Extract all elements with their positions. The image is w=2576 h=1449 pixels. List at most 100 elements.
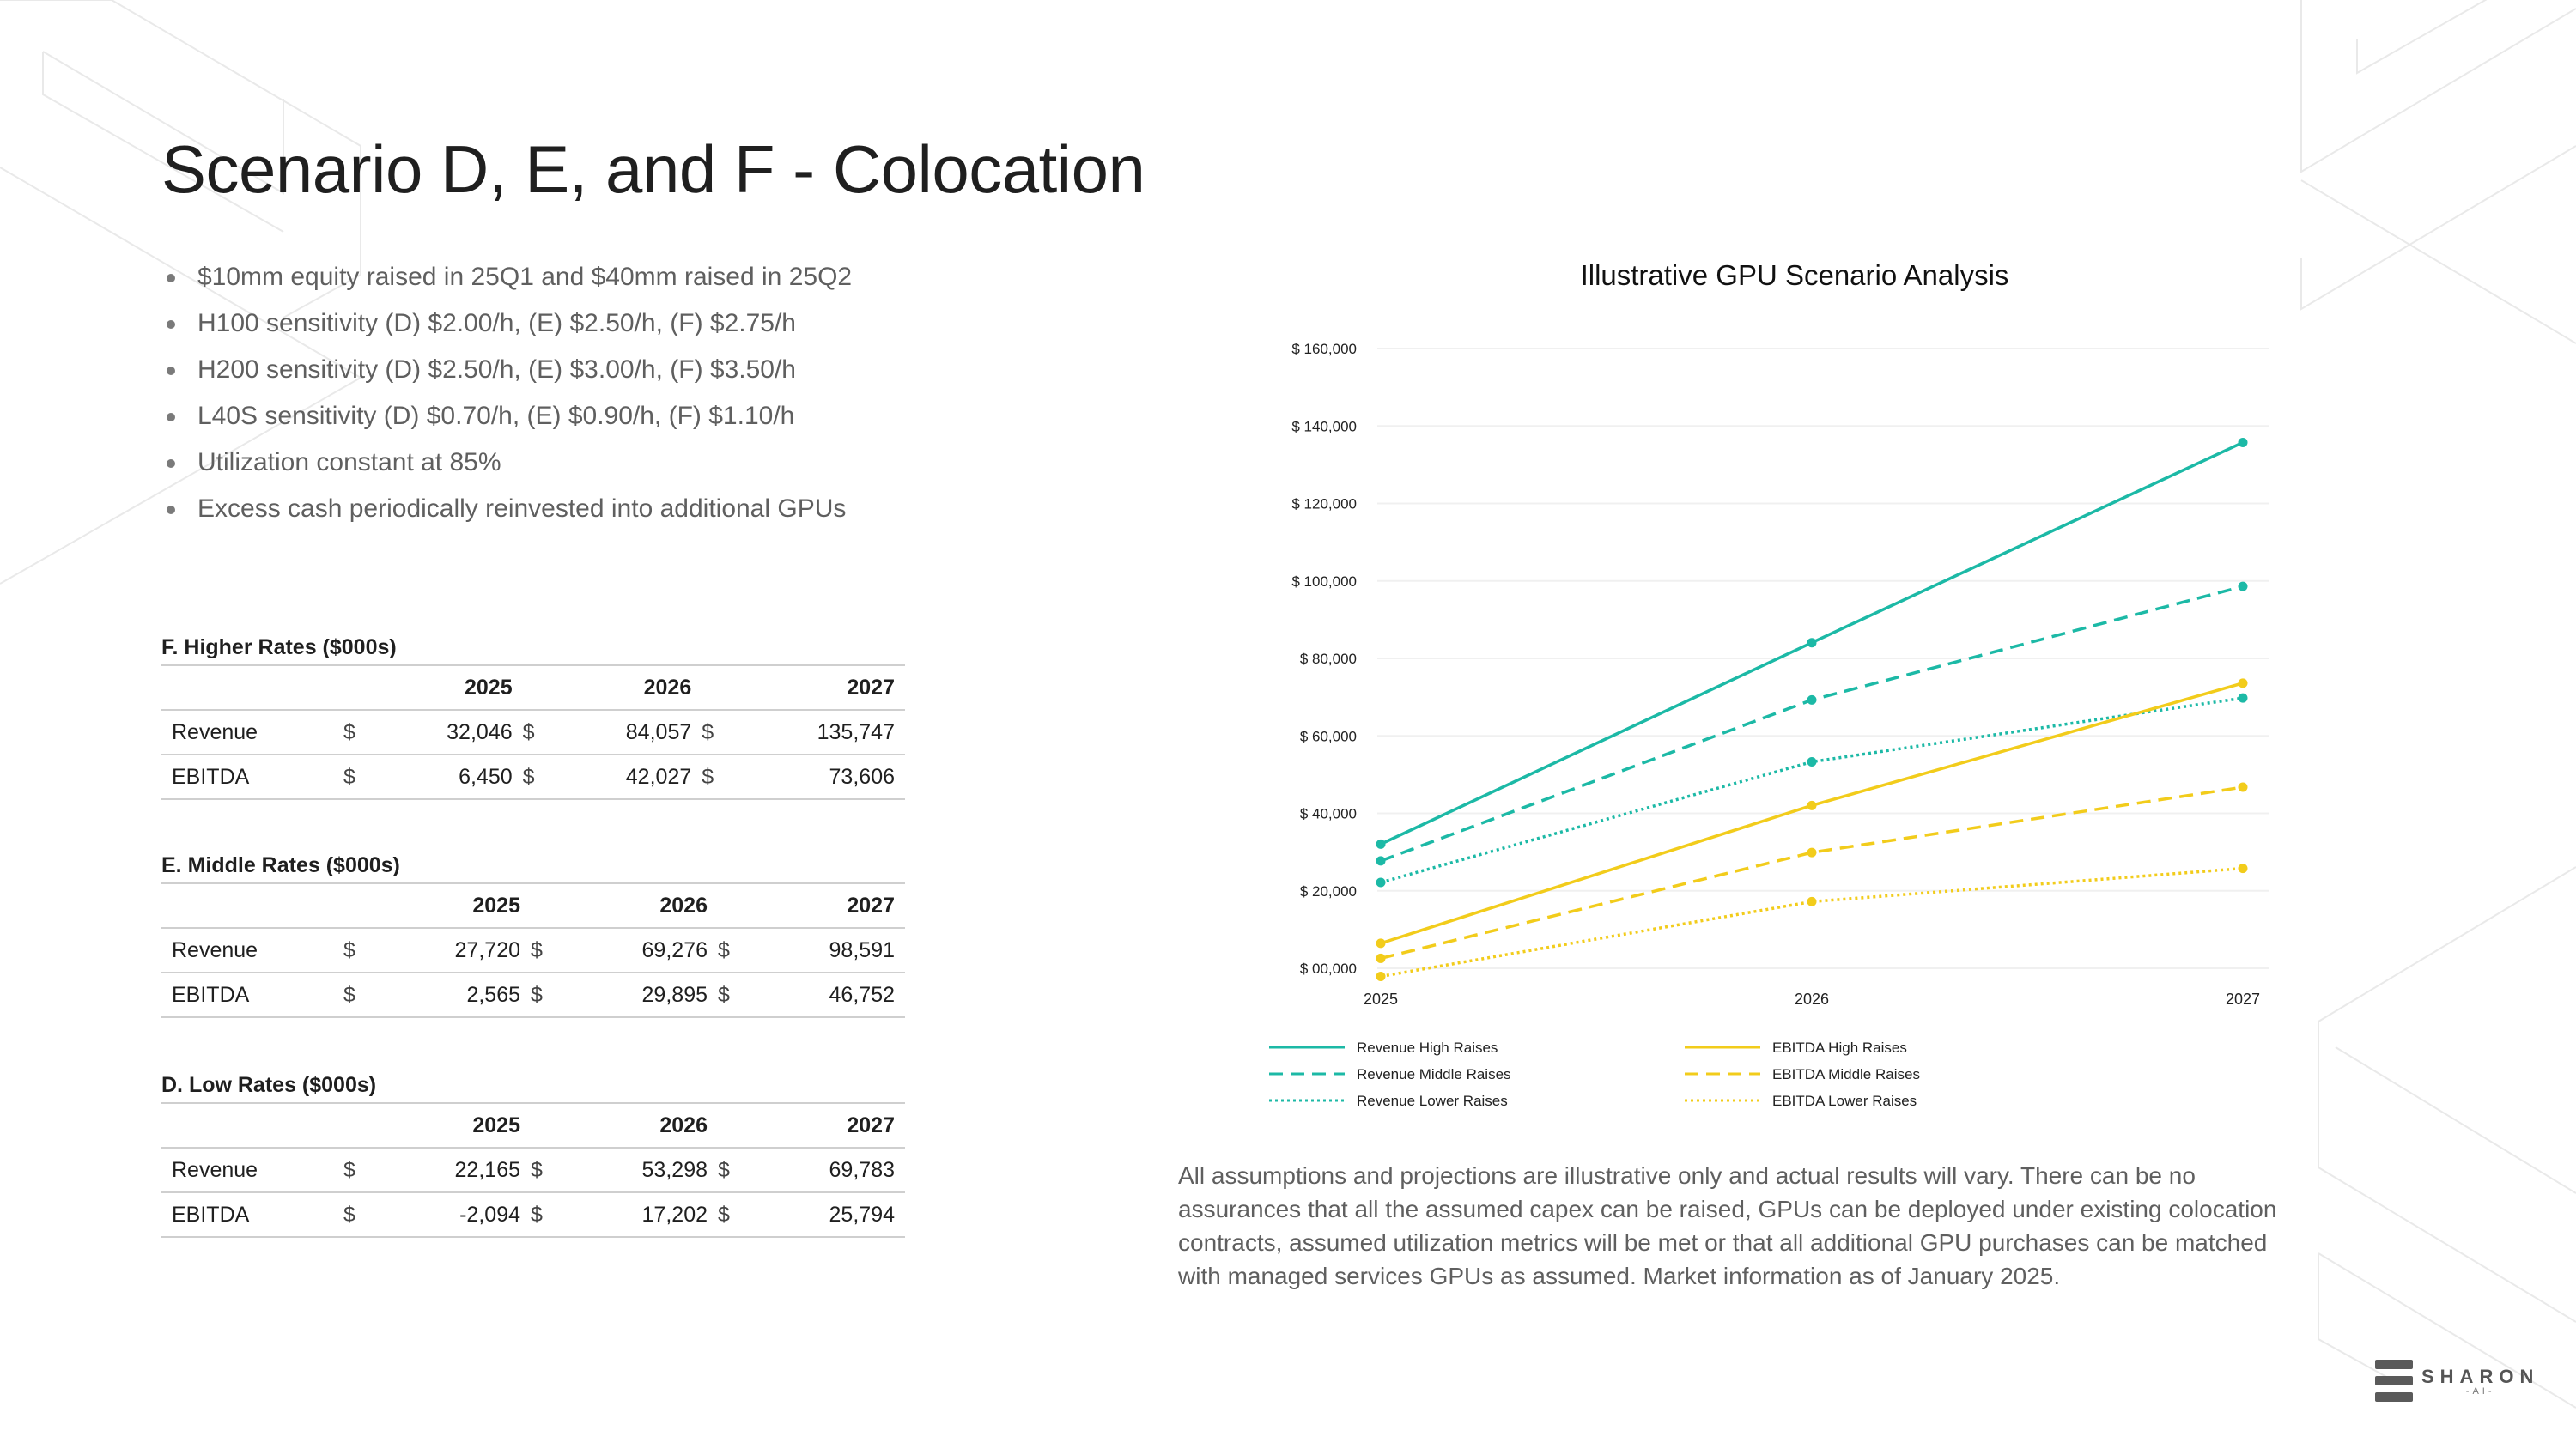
header-spacer bbox=[161, 664, 343, 711]
data-point bbox=[1807, 756, 1817, 767]
currency-symbol: $ bbox=[718, 1148, 744, 1193]
year-header: 2027 bbox=[718, 882, 905, 929]
page-title: Scenario D, E, and F - Colocation bbox=[161, 131, 1145, 207]
year-header: 2025 bbox=[343, 1102, 531, 1149]
table-row: EBITDA $ -2,094 $ 17,202 $ 25,794 bbox=[161, 1192, 905, 1238]
header-spacer bbox=[161, 882, 343, 929]
chart-title: Illustrative GPU Scenario Analysis bbox=[1580, 259, 2009, 291]
cell-value: -2,094 bbox=[369, 1192, 531, 1238]
table-row: Revenue $ 22,165 $ 53,298 $ 69,783 bbox=[161, 1148, 905, 1193]
cell-value: 84,057 bbox=[548, 710, 702, 755]
data-point bbox=[1376, 856, 1386, 866]
bullet-text: L40S sensitivity (D) $0.70/h, (E) $0.90/… bbox=[197, 402, 795, 430]
cell-value: 42,027 bbox=[548, 755, 702, 800]
data-point bbox=[1376, 953, 1386, 963]
y-tick-label: $ 140,000 bbox=[1291, 418, 1357, 434]
cell-value: 73,606 bbox=[727, 755, 905, 800]
y-tick-label: $ 00,000 bbox=[1300, 961, 1357, 977]
currency-symbol: $ bbox=[531, 1192, 556, 1238]
cell-value: 46,752 bbox=[744, 973, 905, 1018]
legend-label: Revenue Lower Raises bbox=[1357, 1093, 1508, 1109]
currency-symbol: $ bbox=[531, 1148, 556, 1193]
legend-label: Revenue Middle Raises bbox=[1357, 1066, 1511, 1082]
cell-value: 69,276 bbox=[556, 928, 718, 973]
line-chart: $ 00,000 $ 20,000 $ 40,000 $ 60,000 $ 80,000… bbox=[1269, 341, 2269, 1109]
currency-symbol: $ bbox=[718, 973, 744, 1018]
cell-value: 17,202 bbox=[556, 1192, 718, 1238]
data-point bbox=[1376, 938, 1386, 949]
currency-symbol: $ bbox=[531, 928, 556, 973]
year-header: 2026 bbox=[522, 664, 702, 711]
cell-value: 2,565 bbox=[369, 973, 531, 1018]
data-point bbox=[1807, 896, 1817, 906]
data-point bbox=[2238, 864, 2248, 874]
table-header-row: 2025 2026 2027 bbox=[161, 664, 905, 711]
row-label: Revenue bbox=[161, 928, 343, 973]
cell-value: 25,794 bbox=[744, 1192, 905, 1238]
y-tick-label: $ 20,000 bbox=[1300, 883, 1357, 900]
year-header: 2027 bbox=[718, 1102, 905, 1149]
bullet-dot bbox=[167, 320, 175, 329]
y-tick-label: $ 60,000 bbox=[1300, 728, 1357, 744]
data-point bbox=[1807, 694, 1817, 705]
bullet-item: Excess cash periodically reinvested into… bbox=[163, 486, 852, 532]
bullet-text: Excess cash periodically reinvested into… bbox=[197, 494, 847, 523]
row-label: EBITDA bbox=[161, 973, 343, 1018]
data-point bbox=[2238, 437, 2248, 447]
cell-value: 69,783 bbox=[744, 1148, 905, 1193]
table-header-row: 2025 2026 2027 bbox=[161, 1102, 905, 1149]
bullet-text: H200 sensitivity (D) $2.50/h, (E) $3.00/… bbox=[197, 355, 796, 384]
cell-value: 22,165 bbox=[369, 1148, 531, 1193]
y-tick-label: $ 120,000 bbox=[1291, 496, 1357, 512]
table-row: EBITDA $ 6,450 $ 42,027 $ 73,606 bbox=[161, 755, 905, 800]
y-tick-label: $ 160,000 bbox=[1291, 341, 1357, 357]
table-title: D. Low Rates ($000s) bbox=[161, 1073, 377, 1097]
table-higher-rates: F. Higher Rates ($000s) 2025 2026 2027 R… bbox=[161, 634, 905, 800]
cell-value: 27,720 bbox=[369, 928, 531, 973]
logo-icon bbox=[2375, 1360, 2413, 1403]
data-point bbox=[2238, 782, 2248, 792]
data-point bbox=[1376, 877, 1386, 888]
financial-table: 2025 2026 2027 Revenue $ 22,165 $ 53,298… bbox=[161, 1102, 905, 1238]
table-row: Revenue $ 27,720 $ 69,276 $ 98,591 bbox=[161, 928, 905, 973]
data-point bbox=[2238, 678, 2248, 688]
year-header: 2025 bbox=[343, 882, 531, 929]
currency-symbol: $ bbox=[343, 1192, 369, 1238]
series-line bbox=[1380, 866, 2244, 979]
bullet-text: $10mm equity raised in 25Q1 and $40mm ra… bbox=[197, 263, 853, 291]
logo-name: SHARON bbox=[2421, 1366, 2540, 1387]
year-header: 2026 bbox=[531, 882, 718, 929]
bullet-item: L40S sensitivity (D) $0.70/h, (E) $0.90/… bbox=[163, 393, 852, 440]
chart-container: Illustrative GPU Scenario Analysis $ 00,… bbox=[1151, 249, 2301, 1125]
bullet-item: Utilization constant at 85% bbox=[163, 440, 852, 486]
bullet-item: H100 sensitivity (D) $2.00/h, (E) $2.50/… bbox=[163, 300, 852, 347]
y-tick-label: $ 40,000 bbox=[1300, 806, 1357, 822]
cell-value: 98,591 bbox=[744, 928, 905, 973]
table-title: E. Middle Rates ($000s) bbox=[161, 853, 400, 877]
series-line bbox=[1380, 585, 2244, 863]
currency-symbol: $ bbox=[718, 1192, 744, 1238]
financial-table: 2025 2026 2027 Revenue $ 27,720 $ 69,276… bbox=[161, 882, 905, 1018]
y-tick-label: $ 80,000 bbox=[1300, 651, 1357, 667]
bullet-dot bbox=[167, 459, 175, 468]
header-spacer bbox=[161, 1102, 343, 1149]
currency-symbol: $ bbox=[343, 928, 369, 973]
bullet-dot bbox=[167, 506, 175, 514]
currency-symbol: $ bbox=[343, 710, 369, 755]
row-label: Revenue bbox=[161, 1148, 343, 1193]
currency-symbol: $ bbox=[522, 710, 549, 755]
bullet-dot bbox=[167, 274, 175, 282]
table-low-rates: D. Low Rates ($000s) 2025 2026 2027 Reve… bbox=[161, 1071, 905, 1238]
currency-symbol: $ bbox=[718, 928, 744, 973]
cell-value: 53,298 bbox=[556, 1148, 718, 1193]
year-header: 2026 bbox=[531, 1102, 718, 1149]
logo-subtext: -AI- bbox=[2465, 1386, 2495, 1397]
year-header: 2027 bbox=[702, 664, 905, 711]
year-header: 2025 bbox=[343, 664, 523, 711]
legend-label: EBITDA High Raises bbox=[1772, 1040, 1907, 1056]
table-row: EBITDA $ 2,565 $ 29,895 $ 46,752 bbox=[161, 973, 905, 1018]
legend-label: Revenue High Raises bbox=[1357, 1040, 1498, 1056]
row-label: EBITDA bbox=[161, 755, 343, 800]
table-row: Revenue $ 32,046 $ 84,057 $ 135,747 bbox=[161, 710, 905, 755]
currency-symbol: $ bbox=[702, 755, 728, 800]
